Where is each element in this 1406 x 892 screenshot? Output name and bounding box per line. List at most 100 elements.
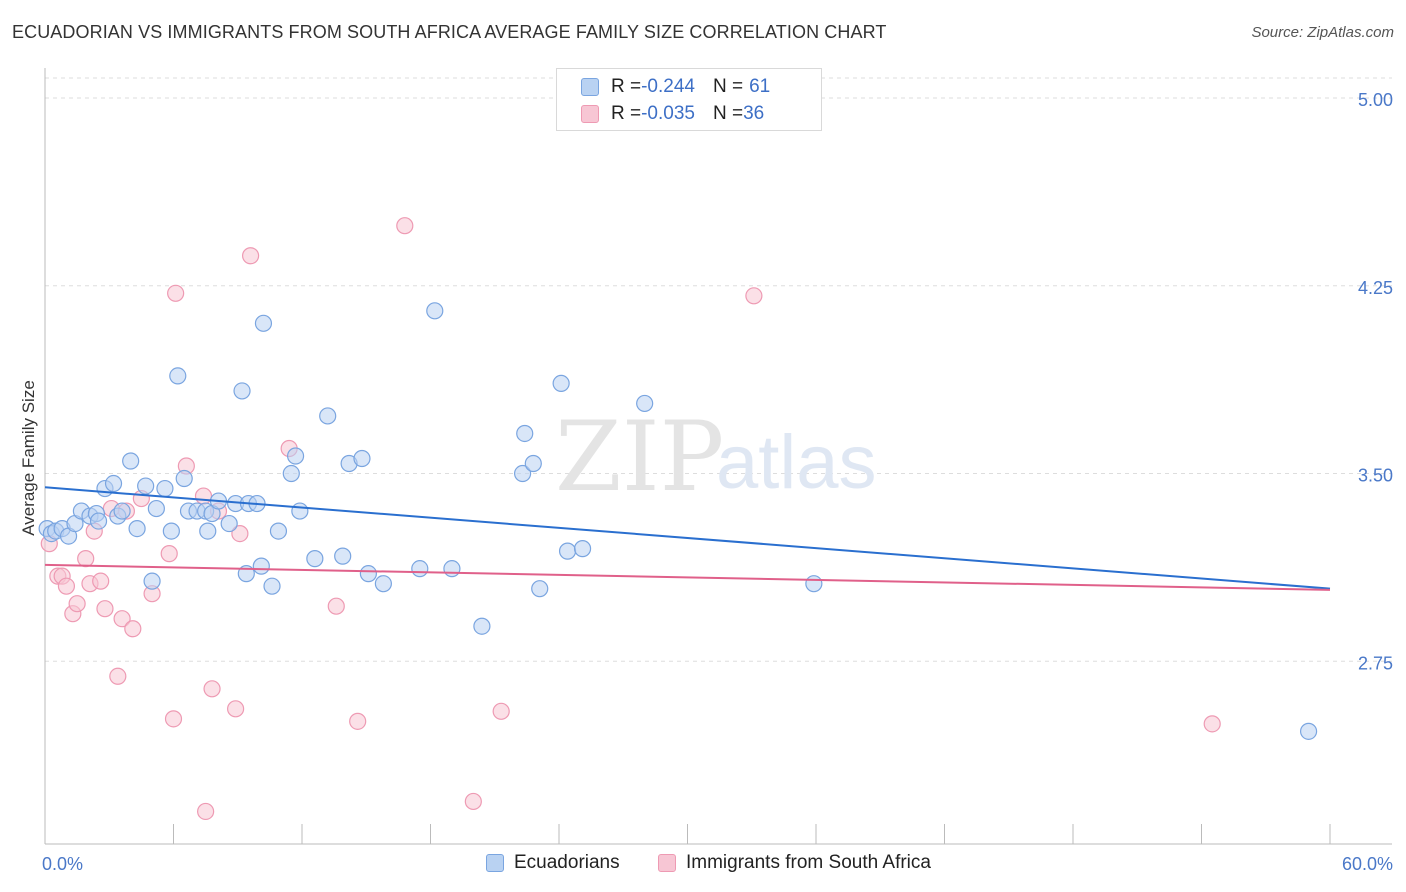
- point-ecuadorian: [263, 577, 281, 595]
- point-ecuadorian: [334, 547, 352, 565]
- point-south-africa: [96, 600, 114, 618]
- point-south-africa: [57, 577, 76, 595]
- legend-label-south-africa: Immigrants from South Africa: [686, 852, 931, 873]
- point-south-africa: [242, 247, 260, 265]
- point-ecuadorian: [113, 502, 131, 520]
- point-south-africa: [745, 287, 763, 305]
- point-ecuadorian: [805, 575, 823, 593]
- axes: [44, 68, 1392, 845]
- point-ecuadorian: [374, 575, 392, 593]
- n-label: N =: [712, 103, 744, 124]
- point-ecuadorian: [353, 449, 371, 468]
- x-tick-label: 60.0%: [1342, 854, 1393, 874]
- legend-item-ecuadorians: Ecuadorians: [486, 852, 620, 874]
- point-ecuadorian: [254, 314, 273, 332]
- point-ecuadorian: [319, 407, 337, 425]
- point-south-africa: [68, 595, 86, 613]
- point-ecuadorian: [169, 367, 187, 385]
- y-tick-label: 4.25: [1358, 278, 1393, 298]
- point-south-africa: [92, 572, 110, 590]
- data-points: [38, 217, 1318, 821]
- n-value: 36: [743, 103, 765, 124]
- point-ecuadorian: [137, 477, 155, 495]
- point-south-africa: [227, 700, 245, 718]
- point-ecuadorian: [122, 452, 140, 470]
- point-ecuadorian: [513, 464, 532, 483]
- point-ecuadorian: [175, 469, 193, 488]
- point-ecuadorian: [89, 512, 108, 530]
- trend-lines: [44, 486, 1331, 591]
- legend-item-south-africa: Immigrants from South Africa: [658, 852, 931, 874]
- point-south-africa: [197, 802, 215, 821]
- axis-labels: 2.75 3.50 4.25 5.00 0.0% 60.0%: [42, 90, 1393, 874]
- point-ecuadorian: [306, 550, 324, 568]
- point-ecuadorian: [516, 424, 534, 443]
- point-south-africa: [109, 667, 127, 685]
- point-ecuadorian: [199, 522, 217, 540]
- r-value: -0.244: [641, 76, 695, 97]
- x-tick-label: 0.0%: [42, 854, 83, 874]
- point-south-africa: [124, 620, 142, 638]
- point-ecuadorian: [359, 565, 377, 583]
- point-ecuadorian: [411, 560, 429, 578]
- point-south-africa: [203, 680, 221, 698]
- blue-swatch: [486, 854, 504, 872]
- point-ecuadorian: [128, 519, 146, 538]
- point-south-africa: [1203, 715, 1221, 733]
- stats-legend: R = -0.244 N = 61 R = -0.035 N = 36: [556, 68, 822, 131]
- legend-row-south-africa: R = -0.035 N = 36: [581, 102, 764, 126]
- point-ecuadorian: [443, 560, 461, 578]
- point-ecuadorian: [573, 540, 592, 558]
- point-south-africa: [349, 712, 367, 730]
- point-south-africa: [327, 597, 345, 615]
- point-south-africa: [164, 710, 183, 728]
- y-tick-label: 3.50: [1358, 466, 1393, 486]
- y-tick-label: 2.75: [1358, 653, 1393, 673]
- chart-title: ECUADORIAN VS IMMIGRANTS FROM SOUTH AFRI…: [12, 22, 887, 42]
- watermark: ZIP atlas: [555, 401, 877, 513]
- point-ecuadorian: [558, 542, 577, 560]
- point-ecuadorian: [473, 617, 491, 635]
- point-ecuadorian: [524, 454, 542, 473]
- point-ecuadorian: [162, 522, 180, 540]
- point-ecuadorian: [269, 522, 288, 540]
- trend-line-ecuadorians: [44, 486, 1331, 590]
- point-ecuadorian: [220, 514, 238, 533]
- n-value: 61: [749, 76, 771, 97]
- legend-row-ecuadorians: R = -0.244 N = 61: [581, 75, 770, 99]
- point-ecuadorian: [636, 394, 654, 413]
- r-label: R =: [611, 76, 642, 97]
- point-south-africa: [113, 610, 131, 628]
- point-south-africa: [396, 217, 414, 235]
- point-south-africa: [160, 545, 178, 563]
- point-ecuadorian: [233, 382, 251, 400]
- r-value: -0.035: [641, 103, 695, 124]
- point-south-africa: [464, 792, 482, 811]
- point-ecuadorian: [104, 474, 123, 493]
- point-south-africa: [194, 487, 213, 505]
- trend-line-south-africa: [44, 563, 1331, 591]
- y-tick-label: 5.00: [1358, 90, 1393, 110]
- point-ecuadorian: [286, 447, 305, 465]
- point-ecuadorian: [1299, 722, 1318, 740]
- point-south-africa: [231, 524, 249, 543]
- point-south-africa: [167, 284, 185, 302]
- r-label: R =: [611, 103, 642, 124]
- point-ecuadorian: [291, 502, 309, 520]
- point-ecuadorian: [552, 374, 570, 393]
- point-ecuadorian: [147, 499, 165, 518]
- blue-swatch: [581, 78, 599, 96]
- pink-swatch: [581, 105, 599, 123]
- point-ecuadorian: [143, 572, 161, 590]
- point-south-africa: [492, 702, 510, 720]
- point-ecuadorian: [531, 580, 549, 598]
- y-axis-label: Average Family Size: [19, 380, 38, 536]
- point-ecuadorian: [252, 557, 270, 575]
- watermark-atlas: atlas: [716, 420, 877, 505]
- point-ecuadorian: [156, 479, 174, 498]
- source-credit: Source: ZipAtlas.com: [1251, 24, 1394, 41]
- point-ecuadorian: [282, 464, 300, 483]
- point-ecuadorian: [426, 302, 444, 320]
- n-label: N =: [712, 76, 744, 97]
- watermark-zip: ZIP: [555, 401, 724, 513]
